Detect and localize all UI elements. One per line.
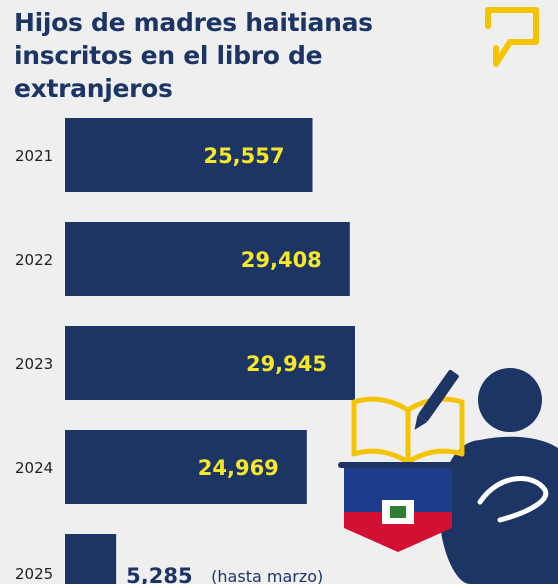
speech-bubble-icon (485, 7, 539, 67)
pen-icon (414, 369, 459, 430)
haiti-flag-banner (338, 462, 458, 552)
title-line-1: Hijos de madres haitianas (14, 8, 373, 37)
value-label-2023: 29,945 (246, 352, 327, 376)
value-label-2021: 25,557 (203, 144, 284, 168)
pregnant-woman-illustration (338, 368, 558, 584)
open-book-icon (351, 396, 465, 465)
bar-2024 (65, 430, 307, 504)
value-label-2022: 29,408 (241, 248, 322, 272)
year-label-2025: 2025 (15, 565, 53, 583)
title-line-2: inscritos en el libro de extranjeros (14, 41, 323, 103)
bar-2022 (65, 222, 350, 296)
bar-2021 (65, 118, 313, 192)
year-label-2022: 2022 (15, 251, 53, 269)
note-label: (hasta marzo) (211, 567, 323, 584)
value-label-2024: 24,969 (198, 456, 279, 480)
year-label-2021: 2021 (15, 147, 53, 165)
year-label-2024: 2024 (15, 459, 53, 477)
bar-2025 (65, 534, 117, 584)
value-label-2025: 5,285 (126, 564, 192, 584)
chart-title: Hijos de madres haitianas inscritos en e… (14, 6, 474, 105)
year-label-2023: 2023 (15, 355, 53, 373)
bar-2023 (65, 326, 355, 400)
head-icon (478, 368, 542, 432)
